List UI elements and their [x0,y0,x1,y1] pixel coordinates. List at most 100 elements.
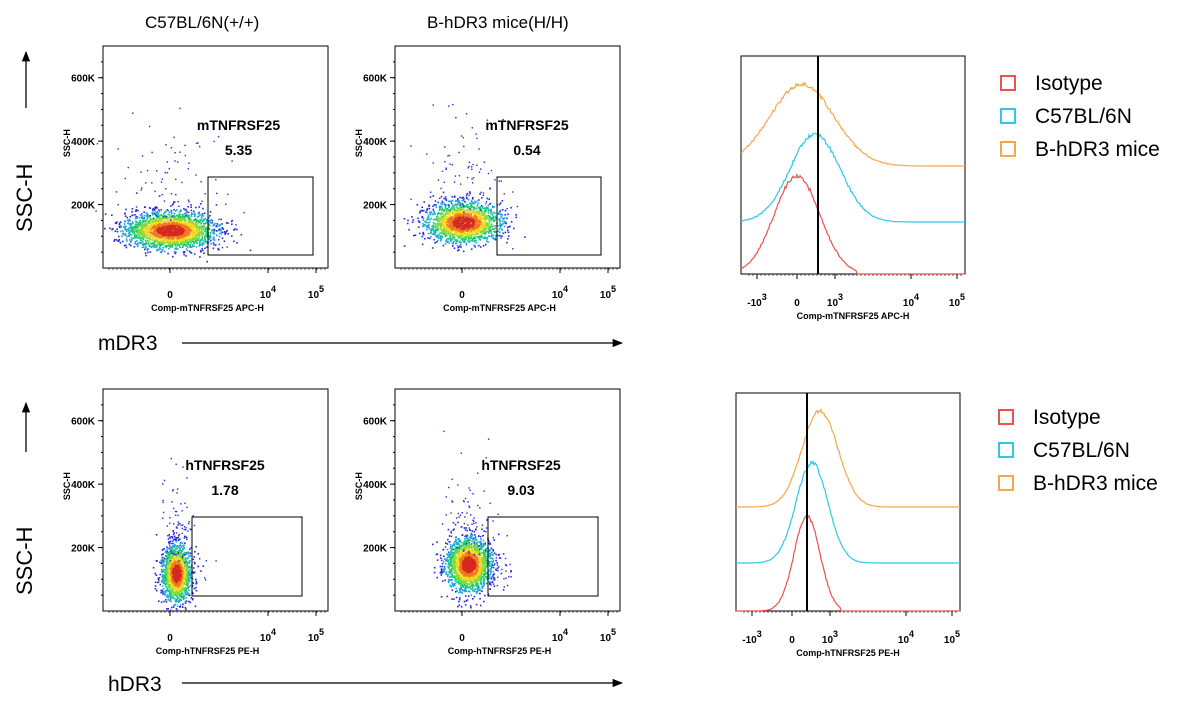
scatter-point [186,215,189,218]
scatter-point [215,229,218,232]
scatter-point [463,218,466,220]
scatter-point [480,216,483,219]
scatter-point [470,233,473,236]
scatter-point [151,237,154,240]
scatter-point [115,239,118,241]
scatter-point [470,237,473,240]
scatter-point [206,246,208,248]
scatter-point [221,227,224,229]
scatter-point [154,228,157,230]
scatter-point [499,220,501,222]
scatter-point [118,222,121,225]
scatter-point [445,210,448,212]
scatter-point [461,197,463,199]
scatter-point [216,223,218,225]
scatter-point [427,214,430,217]
scatter-point [202,215,205,217]
scatter-point [171,232,174,235]
scatter-point [153,218,155,220]
scatter-point [194,233,197,236]
scatter-point [422,233,425,236]
scatter-point [447,155,449,157]
scatter-point [193,234,196,236]
scatter-point [468,199,470,201]
x-tick-label: 104 [260,627,276,644]
scatter-point [205,220,208,222]
scatter-point [118,223,121,226]
scatter-point [433,210,436,213]
scatter-point [203,235,206,237]
scatter-point [192,232,194,235]
scatter-point [136,221,138,224]
scatter-point [184,221,186,223]
scatter-point [472,209,475,211]
scatter-point [161,178,163,180]
scatter-point [195,546,197,548]
scatter-point [191,585,194,587]
scatter-point [158,210,161,213]
scatter-point [152,231,154,234]
scatter-point [455,225,457,227]
scatter-point [132,229,134,231]
scatter-point [498,203,501,206]
scatter-point [449,223,452,226]
scatter-point [145,243,148,246]
scatter-point [439,240,442,242]
scatter-point [154,190,156,193]
scatter-point [161,232,163,235]
scatter-point [135,236,137,238]
scatter-point [447,233,449,235]
scatter-point [149,221,151,224]
scatter-point [147,220,150,222]
scatter-point [171,221,174,224]
scatter-point [186,243,189,245]
scatter-point [201,233,203,235]
scatter-point [172,243,174,245]
scatter-point [153,209,155,211]
scatter-point [477,219,479,222]
scatter-point [168,218,170,221]
scatter-point [449,224,452,227]
scatter-point [490,208,492,211]
scatter-point [433,238,435,241]
scatter-point [493,219,496,222]
scatter-point [524,236,526,238]
scatter-point [197,234,199,237]
scatter-point [161,243,164,246]
scatter-point [175,225,178,227]
scatter-point [209,237,211,239]
scatter-point [124,212,126,215]
scatter-point [505,222,507,225]
scatter-point [481,232,484,235]
scatter-point [173,208,175,211]
scatter-point [208,228,211,231]
scatter-point [445,234,448,237]
scatter-point [462,212,465,215]
scatter-point [462,233,464,236]
scatter-point [183,219,186,222]
scatter-point [142,221,145,224]
scatter-point [486,236,489,239]
scatter-point [434,228,437,231]
scatter-point [198,221,200,224]
scatter-point [129,215,132,218]
scatter-point [155,240,158,242]
scatter-point [447,213,450,215]
scatter-point [439,216,441,219]
scatter-point [442,208,444,211]
scatter-point [486,197,489,200]
scatter-point [416,204,419,206]
scatter-point [191,228,194,231]
scatter-point [459,202,462,204]
scatter-point [174,239,176,241]
scatter-point [167,228,169,231]
scatter-point [202,242,204,244]
scatter-point [146,227,149,230]
scatter-point [143,243,145,246]
scatter-point [184,212,187,215]
scatter-point [422,231,425,234]
scatter-point [172,255,174,258]
scatter-point [138,225,141,228]
scatter-point [468,234,470,236]
scatter-point [474,212,476,214]
